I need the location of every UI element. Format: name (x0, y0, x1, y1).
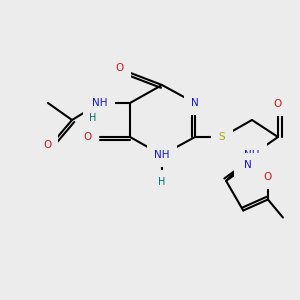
Text: H: H (240, 165, 248, 175)
Text: H: H (158, 177, 166, 187)
Text: N: N (244, 160, 252, 170)
Text: O: O (116, 63, 124, 73)
Text: O: O (43, 140, 51, 150)
Text: S: S (219, 132, 225, 142)
Text: H: H (89, 113, 97, 123)
Text: O: O (83, 132, 91, 142)
Text: O: O (274, 99, 282, 109)
Text: NH: NH (92, 98, 108, 108)
Text: NH: NH (154, 150, 170, 160)
Text: O: O (264, 172, 272, 182)
Text: NH: NH (244, 150, 260, 160)
Text: N: N (191, 98, 199, 108)
